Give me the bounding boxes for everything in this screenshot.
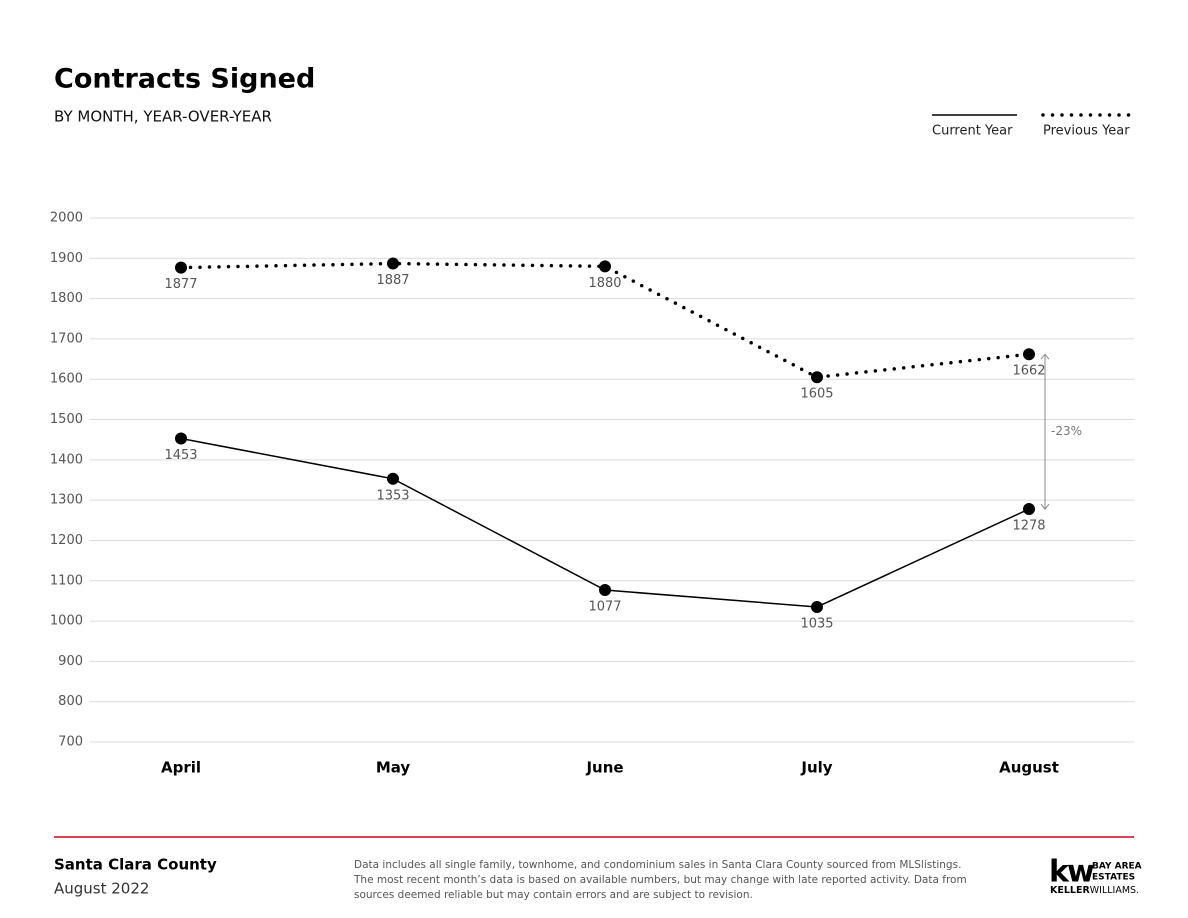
y-tick-label: 900 bbox=[58, 654, 83, 669]
logo-line: ESTATES bbox=[1092, 873, 1135, 883]
y-tick-label: 1000 bbox=[50, 614, 83, 629]
footer-region: Santa Clara County bbox=[54, 856, 217, 874]
data-point bbox=[811, 600, 823, 613]
value-label: 1880 bbox=[588, 276, 621, 291]
y-tick-label: 1600 bbox=[50, 372, 83, 387]
y-tick-label: 1200 bbox=[50, 533, 83, 548]
legend-label: Previous Year bbox=[1043, 124, 1130, 139]
x-tick-label: August bbox=[999, 759, 1059, 777]
logo-line: BAY AREA bbox=[1092, 862, 1142, 872]
x-tick-label: April bbox=[161, 759, 201, 777]
data-point bbox=[1023, 503, 1035, 516]
value-label: 1662 bbox=[1012, 364, 1045, 379]
value-label: 1353 bbox=[376, 488, 409, 503]
logo-brand: KELLERWILLIAMS. bbox=[1050, 885, 1139, 896]
chart-subtitle: BY MONTH, YEAR-OVER-YEAR bbox=[54, 108, 272, 126]
y-tick-label: 1900 bbox=[50, 251, 83, 266]
annotation-arrowhead bbox=[1040, 353, 1050, 510]
y-tick-label: 1800 bbox=[50, 291, 83, 306]
x-tick-label: May bbox=[376, 759, 411, 777]
value-label: 1035 bbox=[800, 616, 833, 631]
y-tick-label: 1400 bbox=[50, 452, 83, 467]
value-label: 1877 bbox=[164, 277, 197, 292]
disclaimer: The most recent month’s data is based on… bbox=[353, 874, 967, 886]
data-point bbox=[175, 432, 187, 445]
logo-mark: kw bbox=[1049, 855, 1094, 890]
data-point bbox=[387, 257, 399, 270]
series-line bbox=[179, 261, 1031, 380]
x-tick-label: June bbox=[585, 759, 623, 777]
y-tick-label: 1300 bbox=[50, 493, 83, 508]
y-tick-label: 1500 bbox=[50, 412, 83, 427]
y-tick-label: 800 bbox=[58, 694, 83, 709]
logo-brand-light: WILLIAMS. bbox=[1090, 885, 1139, 896]
value-label: 1605 bbox=[800, 387, 833, 402]
data-point bbox=[599, 260, 611, 273]
series-line bbox=[180, 437, 1030, 608]
y-tick-label: 700 bbox=[58, 735, 83, 750]
footer-date: August 2022 bbox=[54, 880, 149, 898]
data-point bbox=[1023, 348, 1035, 361]
annotation: -23% bbox=[1051, 424, 1082, 438]
y-tick-label: 2000 bbox=[50, 211, 83, 226]
y-tick-label: 1700 bbox=[50, 331, 83, 346]
value-label: 1278 bbox=[1012, 519, 1045, 534]
data-point bbox=[175, 261, 187, 274]
chart-title: Contracts Signed bbox=[54, 64, 315, 95]
value-label: 1077 bbox=[588, 600, 621, 615]
logo-brand-bold: KELLER bbox=[1050, 885, 1090, 896]
y-tick-label: 1100 bbox=[50, 573, 83, 588]
value-label: 1453 bbox=[164, 448, 197, 463]
data-point bbox=[811, 371, 823, 384]
legend-label: Current Year bbox=[932, 124, 1013, 139]
disclaimer: sources deemed reliable but may contain … bbox=[354, 889, 753, 901]
disclaimer: Data includes all single family, townhom… bbox=[354, 859, 961, 871]
data-point bbox=[387, 472, 399, 485]
value-label: 1887 bbox=[376, 273, 409, 288]
data-point bbox=[599, 584, 611, 597]
x-tick-label: July bbox=[800, 759, 832, 777]
